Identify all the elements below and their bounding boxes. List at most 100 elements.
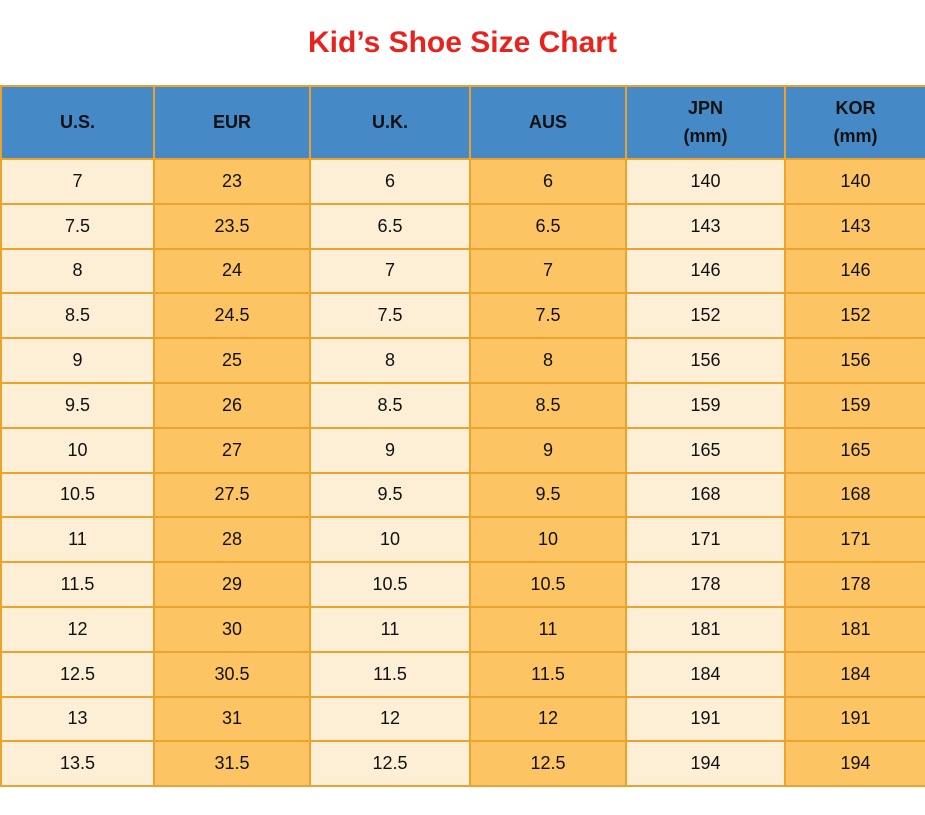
size-cell: 7 bbox=[0, 158, 155, 205]
size-cell: 11 bbox=[0, 516, 155, 564]
table-row: 11 28 10 10 171 171 bbox=[0, 516, 925, 564]
table-row: 7 23 6 6 140 140 bbox=[0, 158, 925, 205]
size-cell: 140 bbox=[625, 158, 786, 205]
size-cell: 7.5 bbox=[0, 202, 155, 250]
column-header-sub: (mm) bbox=[683, 125, 728, 146]
column-header-label: AUS bbox=[528, 111, 567, 132]
size-cell: 10 bbox=[0, 426, 155, 474]
size-cell: 6 bbox=[309, 158, 471, 205]
size-cell: 12.5 bbox=[0, 650, 155, 698]
size-cell: 23 bbox=[153, 158, 311, 205]
size-cell: 178 bbox=[784, 561, 925, 608]
size-cell: 146 bbox=[784, 247, 925, 295]
column-header-eur: EUR bbox=[153, 85, 311, 160]
size-cell: 30.5 bbox=[153, 650, 311, 698]
size-cell: 8.5 bbox=[309, 381, 471, 429]
size-cell: 11 bbox=[309, 605, 471, 653]
table-row: 12 30 11 11 181 181 bbox=[0, 605, 925, 653]
size-cell: 156 bbox=[625, 337, 786, 384]
size-cell: 8 bbox=[309, 337, 471, 384]
size-cell: 10.5 bbox=[309, 561, 471, 608]
table-row: 8 24 7 7 146 146 bbox=[0, 247, 925, 295]
size-cell: 143 bbox=[784, 202, 925, 250]
size-cell: 11 bbox=[469, 605, 627, 653]
size-cell: 152 bbox=[625, 292, 786, 340]
size-cell: 26 bbox=[153, 381, 311, 429]
table-row: 9.5 26 8.5 8.5 159 159 bbox=[0, 381, 925, 429]
size-cell: 6 bbox=[469, 158, 627, 205]
size-cell: 10 bbox=[469, 516, 627, 564]
size-cell: 159 bbox=[784, 381, 925, 429]
size-cell: 27 bbox=[153, 426, 311, 474]
size-cell: 159 bbox=[625, 381, 786, 429]
size-cell: 9.5 bbox=[0, 381, 155, 429]
size-cell: 168 bbox=[784, 471, 925, 519]
column-header-label: KOR bbox=[835, 97, 876, 118]
size-cell: 146 bbox=[625, 247, 786, 295]
size-cell: 6.5 bbox=[469, 202, 627, 250]
size-cell: 152 bbox=[784, 292, 925, 340]
size-cell: 140 bbox=[784, 158, 925, 205]
table-header: U.S. EUR U.K. AUS JPN (mm) bbox=[0, 85, 925, 160]
size-cell: 11.5 bbox=[0, 561, 155, 608]
size-cell: 23.5 bbox=[153, 202, 311, 250]
size-cell: 143 bbox=[625, 202, 786, 250]
size-cell: 181 bbox=[784, 605, 925, 653]
size-cell: 7.5 bbox=[469, 292, 627, 340]
column-header-label: EUR bbox=[212, 111, 251, 132]
size-cell: 9 bbox=[469, 426, 627, 474]
column-header-label: U.K. bbox=[372, 111, 408, 132]
size-cell: 11.5 bbox=[469, 650, 627, 698]
size-cell: 8.5 bbox=[0, 292, 155, 340]
size-cell: 171 bbox=[784, 516, 925, 564]
size-cell: 165 bbox=[625, 426, 786, 474]
size-cell: 156 bbox=[784, 337, 925, 384]
column-header-label: JPN bbox=[687, 97, 723, 118]
column-header-sub: (mm) bbox=[833, 125, 878, 146]
table-row: 13 31 12 12 191 191 bbox=[0, 695, 925, 743]
size-cell: 8 bbox=[469, 337, 627, 384]
size-cell: 7 bbox=[469, 247, 627, 295]
size-cell: 31.5 bbox=[153, 740, 311, 788]
size-cell: 7.5 bbox=[309, 292, 471, 340]
size-cell: 12 bbox=[309, 695, 471, 743]
size-cell: 178 bbox=[625, 561, 786, 608]
table-row: 13.5 31.5 12.5 12.5 194 194 bbox=[0, 740, 925, 788]
size-cell: 12 bbox=[469, 695, 627, 743]
column-header-kor: KOR (mm) bbox=[784, 85, 925, 160]
size-cell: 9.5 bbox=[469, 471, 627, 519]
title-wrap: Kid’s Shoe Size Chart bbox=[0, 0, 925, 85]
size-cell: 191 bbox=[784, 695, 925, 743]
size-cell: 184 bbox=[784, 650, 925, 698]
column-header-label: U.S. bbox=[59, 111, 95, 132]
size-cell: 9 bbox=[0, 337, 155, 384]
size-cell: 9 bbox=[309, 426, 471, 474]
size-cell: 8.5 bbox=[469, 381, 627, 429]
size-cell: 10 bbox=[309, 516, 471, 564]
size-cell: 27.5 bbox=[153, 471, 311, 519]
size-cell: 11.5 bbox=[309, 650, 471, 698]
size-cell: 165 bbox=[784, 426, 925, 474]
size-cell: 30 bbox=[153, 605, 311, 653]
size-cell: 24.5 bbox=[153, 292, 311, 340]
size-cell: 194 bbox=[784, 740, 925, 788]
table-row: 9 25 8 8 156 156 bbox=[0, 337, 925, 384]
size-cell: 29 bbox=[153, 561, 311, 608]
page-title: Kid’s Shoe Size Chart bbox=[308, 25, 617, 59]
table-row: 10.5 27.5 9.5 9.5 168 168 bbox=[0, 471, 925, 519]
size-cell: 24 bbox=[153, 247, 311, 295]
size-cell: 31 bbox=[153, 695, 311, 743]
column-header-jpn: JPN (mm) bbox=[625, 85, 786, 160]
column-header-aus: AUS bbox=[469, 85, 627, 160]
table-row: 8.5 24.5 7.5 7.5 152 152 bbox=[0, 292, 925, 340]
size-cell: 10.5 bbox=[469, 561, 627, 608]
size-cell: 9.5 bbox=[309, 471, 471, 519]
size-cell: 168 bbox=[625, 471, 786, 519]
size-cell: 191 bbox=[625, 695, 786, 743]
size-cell: 25 bbox=[153, 337, 311, 384]
table-row: 11.5 29 10.5 10.5 178 178 bbox=[0, 561, 925, 608]
size-cell: 171 bbox=[625, 516, 786, 564]
size-cell: 6.5 bbox=[309, 202, 471, 250]
size-cell: 12.5 bbox=[309, 740, 471, 788]
